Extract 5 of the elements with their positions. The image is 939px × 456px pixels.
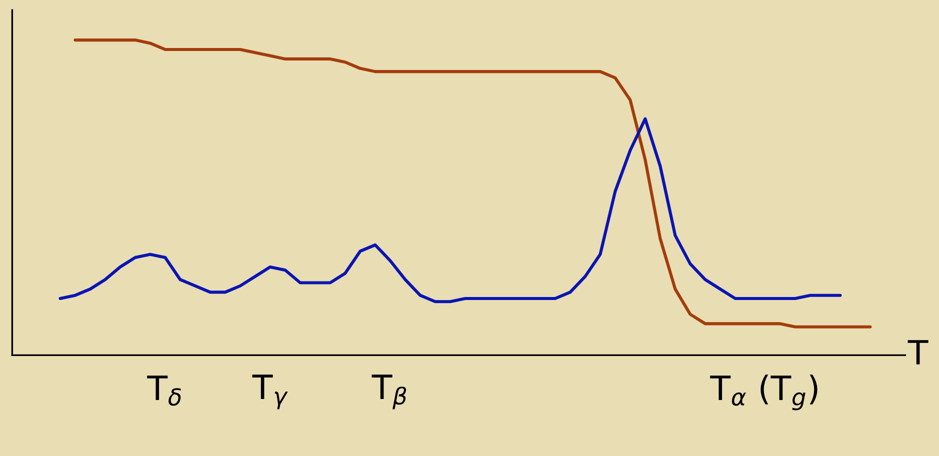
x-tick-label: T$_{γ}$ bbox=[252, 374, 288, 410]
x-axis-title: T bbox=[908, 340, 928, 364]
x-tick-label: T$_{β}$ bbox=[372, 374, 406, 410]
x-tick-label: T$_{α}$ (T$_{g}$) bbox=[710, 374, 818, 410]
x-tick-label: T$_{δ}$ bbox=[147, 376, 181, 406]
